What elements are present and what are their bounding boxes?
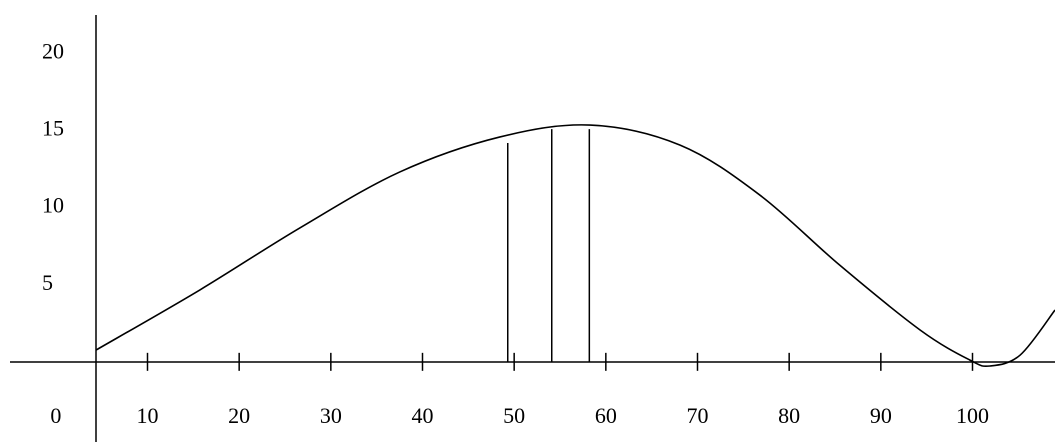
x-tick-label: 20 <box>228 403 250 428</box>
y-tick-label: 5 <box>42 270 53 295</box>
x-tick-label: 90 <box>870 403 892 428</box>
x-tick-label: 30 <box>320 403 342 428</box>
x-tick-label: 60 <box>595 403 617 428</box>
curve <box>96 125 1055 366</box>
y-tick-label: 10 <box>42 193 64 218</box>
x-tick-label: 80 <box>778 403 800 428</box>
chart: 5 10 15 20 0 10 20 30 40 50 60 70 80 90 100 <box>0 0 1055 442</box>
x-tick-label: 10 <box>137 403 159 428</box>
y-tick-label: 15 <box>42 116 64 141</box>
x-tick-label: 100 <box>956 403 989 428</box>
x-tick-label: 70 <box>687 403 709 428</box>
y-tick-label: 20 <box>42 39 64 64</box>
x-tick-label: 40 <box>412 403 434 428</box>
x-tick-label: 0 <box>50 403 61 428</box>
x-tick-label: 50 <box>503 403 525 428</box>
